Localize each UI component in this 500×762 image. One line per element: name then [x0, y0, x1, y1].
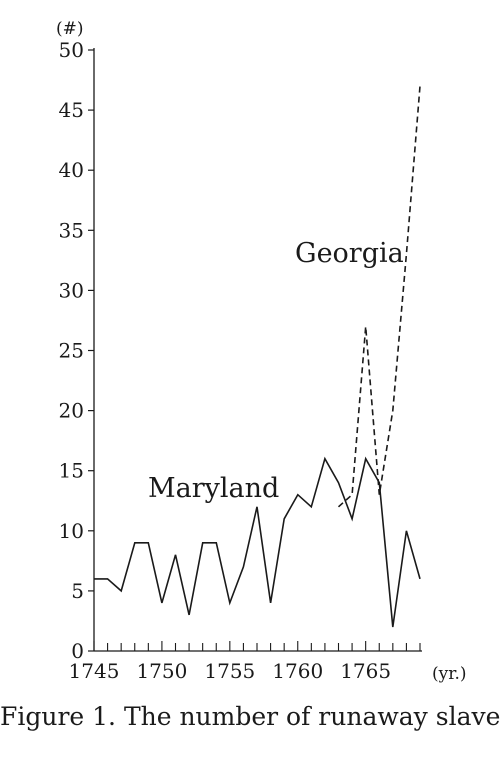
y-tick-label: 20	[59, 399, 84, 423]
x-axis-unit-label: (yr.)	[432, 664, 467, 684]
y-tick-label: 0	[71, 639, 84, 663]
x-tick-label: 1755	[204, 659, 255, 683]
series-label-maryland: Maryland	[148, 473, 279, 504]
x-tick-label: 1760	[272, 659, 323, 683]
y-tick-label: 40	[59, 158, 84, 182]
y-tick-label: 15	[59, 459, 84, 483]
x-axis: 1745 1750 1755 1760 1765	[69, 641, 422, 683]
y-tick-label: 35	[59, 218, 84, 242]
y-tick-label: 5	[71, 579, 84, 603]
y-tick-label: 25	[59, 339, 84, 363]
figure-caption: Figure 1. The number of runaway slaves	[0, 702, 500, 731]
y-axis-unit-label: (#)	[56, 19, 84, 39]
series-line-georgia	[337, 86, 421, 508]
y-tick-label: 10	[59, 519, 84, 543]
x-tick-label: 1750	[136, 659, 187, 683]
y-axis: 0 5 10 15 20 25 30 35 40 45 50	[59, 38, 95, 663]
x-tick-label: 1765	[340, 659, 391, 683]
runaway-slaves-chart: 0 5 10 15 20 25 30 35 40 45 50 1745 1750 1755 1760 176…	[56, 19, 467, 684]
y-tick-label: 30	[59, 278, 84, 302]
x-tick-label: 1745	[69, 659, 120, 683]
series-label-georgia: Georgia	[295, 238, 404, 269]
y-tick-label: 45	[59, 98, 84, 122]
y-tick-label: 50	[59, 38, 84, 62]
series-lines	[93, 85, 421, 628]
